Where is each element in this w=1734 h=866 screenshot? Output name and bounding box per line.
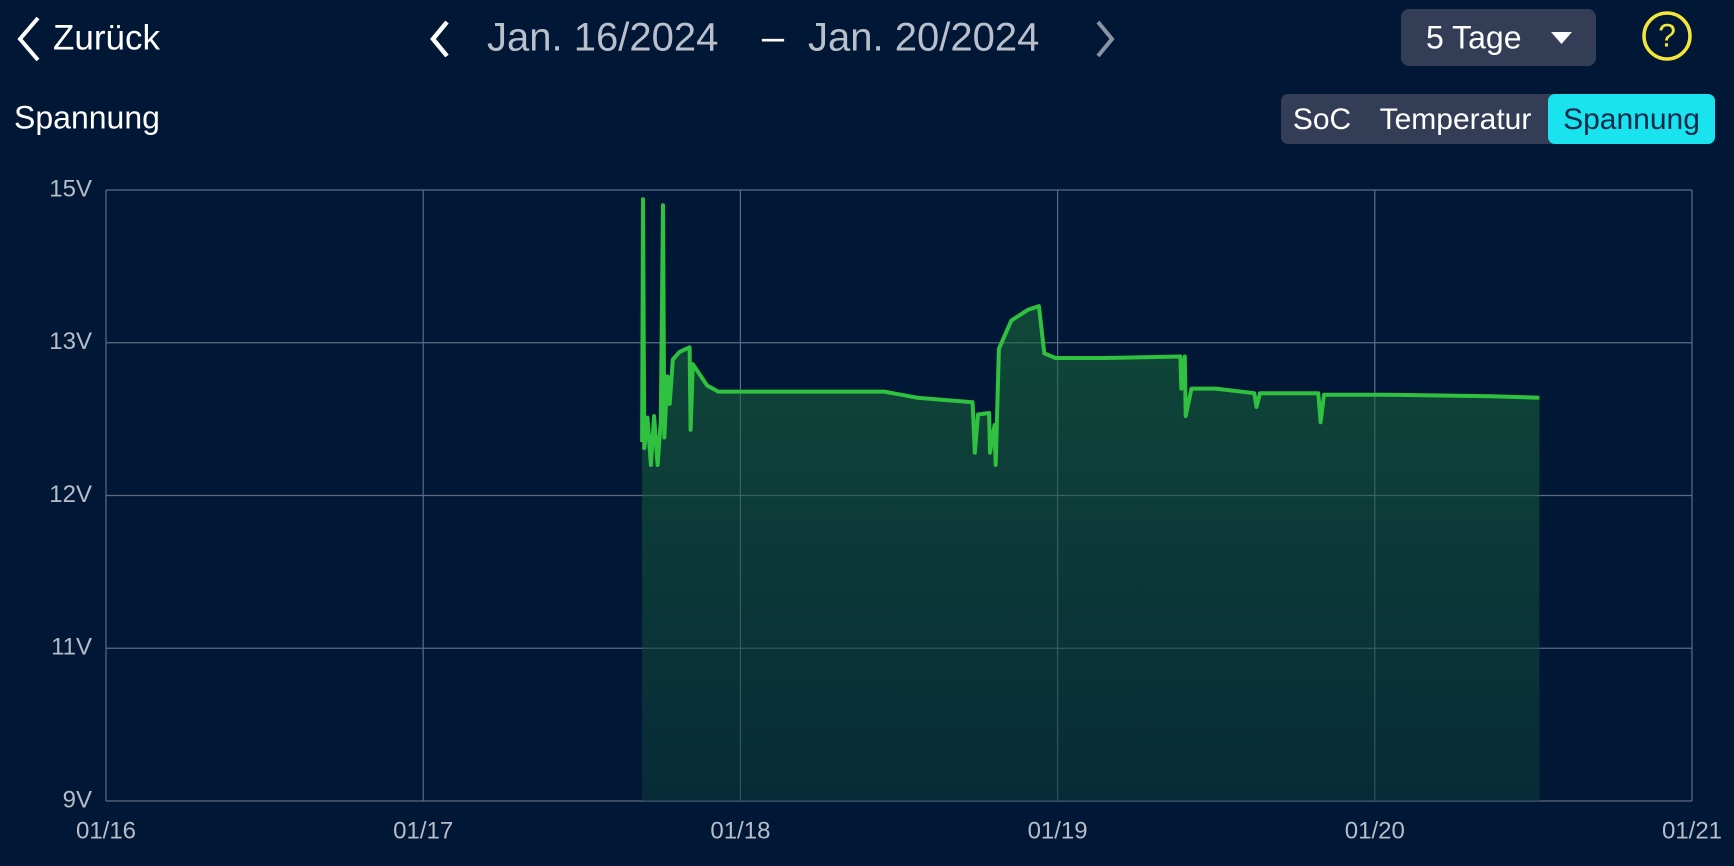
next-button[interactable] <box>1096 20 1115 58</box>
x-tick-label: 01/16 <box>76 817 136 844</box>
help-label: ? <box>1658 17 1676 53</box>
area-fill <box>642 199 1540 801</box>
x-tick-label: 01/21 <box>1662 817 1722 844</box>
y-tick-label: 15V <box>49 175 92 202</box>
range-dropdown[interactable]: 5 Tage <box>1401 9 1596 66</box>
tab-active-bg <box>1548 94 1715 144</box>
y-tick-label: 9V <box>63 786 92 813</box>
dropdown-box <box>1401 9 1596 66</box>
date-from: Jan. 16/2024 <box>487 16 718 60</box>
x-tick-label: 01/17 <box>393 817 453 844</box>
back-icon <box>17 16 40 62</box>
date-separator: – <box>762 16 785 60</box>
tab[interactable]: Temperatur <box>1380 103 1532 136</box>
help-button[interactable]: ? <box>1642 11 1692 61</box>
x-tick-label: 01/18 <box>710 817 770 844</box>
back-label: Zurück <box>53 18 160 57</box>
chart-title: Spannung <box>14 99 160 135</box>
back-button[interactable]: Zurück <box>17 16 160 62</box>
tab[interactable]: SoC <box>1293 103 1351 136</box>
y-tick-label: 12V <box>49 481 92 508</box>
x-tick-label: 01/20 <box>1345 817 1405 844</box>
y-tick-label: 13V <box>49 328 92 355</box>
prev-button[interactable] <box>430 20 449 58</box>
x-tick-label: 01/19 <box>1028 817 1088 844</box>
date-to: Jan. 20/2024 <box>808 16 1039 60</box>
dropdown-arrow <box>1551 32 1572 44</box>
tab[interactable]: Spannung <box>1563 103 1700 136</box>
help-circle <box>1642 11 1692 61</box>
line <box>640 197 1540 467</box>
dropdown-label: 5 Tage <box>1426 19 1522 55</box>
y-tick-label: 11V <box>51 634 92 661</box>
